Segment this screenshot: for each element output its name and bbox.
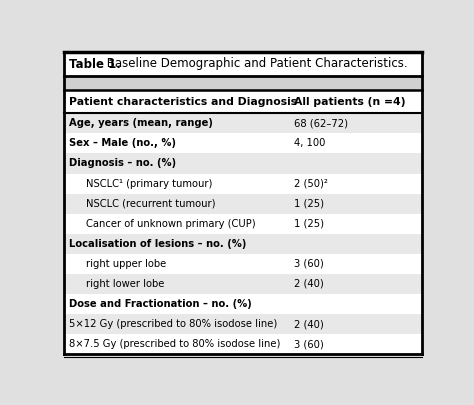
- Text: 4, 100: 4, 100: [294, 139, 326, 148]
- Text: 3 (60): 3 (60): [294, 259, 324, 269]
- Bar: [64, 153, 422, 173]
- Text: Patient characteristics and Diagnosis: Patient characteristics and Diagnosis: [69, 97, 297, 107]
- Text: 2 (50)²: 2 (50)²: [294, 179, 328, 189]
- Bar: [64, 194, 422, 214]
- Text: Localisation of lesions – no. (%): Localisation of lesions – no. (%): [69, 239, 246, 249]
- Bar: [64, 254, 422, 274]
- Bar: [64, 113, 422, 133]
- Bar: [64, 274, 422, 294]
- Text: Diagnosis – no. (%): Diagnosis – no. (%): [69, 158, 176, 168]
- Text: NSCLC (recurrent tumour): NSCLC (recurrent tumour): [86, 199, 216, 209]
- Bar: [64, 76, 422, 90]
- Text: Sex – Male (no., %): Sex – Male (no., %): [69, 139, 175, 148]
- Text: Table 1.: Table 1.: [69, 58, 120, 70]
- Text: right upper lobe: right upper lobe: [86, 259, 167, 269]
- Text: 2 (40): 2 (40): [294, 319, 324, 329]
- Text: 2 (40): 2 (40): [294, 279, 324, 289]
- Text: Cancer of unknown primary (CUP): Cancer of unknown primary (CUP): [86, 219, 256, 229]
- Bar: [64, 334, 422, 354]
- Text: Baseline Demographic and Patient Characteristics.: Baseline Demographic and Patient Charact…: [103, 58, 407, 70]
- Text: 5×12 Gy (prescribed to 80% isodose line): 5×12 Gy (prescribed to 80% isodose line): [69, 319, 277, 329]
- Bar: [64, 214, 422, 234]
- Text: 3 (60): 3 (60): [294, 339, 324, 349]
- Text: Dose and Fractionation – no. (%): Dose and Fractionation – no. (%): [69, 299, 251, 309]
- Bar: [64, 294, 422, 314]
- Text: 1 (25): 1 (25): [294, 219, 324, 229]
- Bar: [64, 133, 422, 153]
- Text: 8×7.5 Gy (prescribed to 80% isodose line): 8×7.5 Gy (prescribed to 80% isodose line…: [69, 339, 280, 349]
- Bar: [64, 173, 422, 194]
- Text: NSCLC¹ (primary tumour): NSCLC¹ (primary tumour): [86, 179, 213, 189]
- Text: Age, years (mean, range): Age, years (mean, range): [69, 118, 212, 128]
- Text: All patients (n =4): All patients (n =4): [294, 97, 406, 107]
- Bar: [64, 234, 422, 254]
- Bar: [64, 314, 422, 334]
- Bar: [64, 52, 422, 76]
- Text: 68 (62–72): 68 (62–72): [294, 118, 348, 128]
- Text: right lower lobe: right lower lobe: [86, 279, 165, 289]
- Bar: [64, 90, 422, 113]
- Text: 1 (25): 1 (25): [294, 199, 324, 209]
